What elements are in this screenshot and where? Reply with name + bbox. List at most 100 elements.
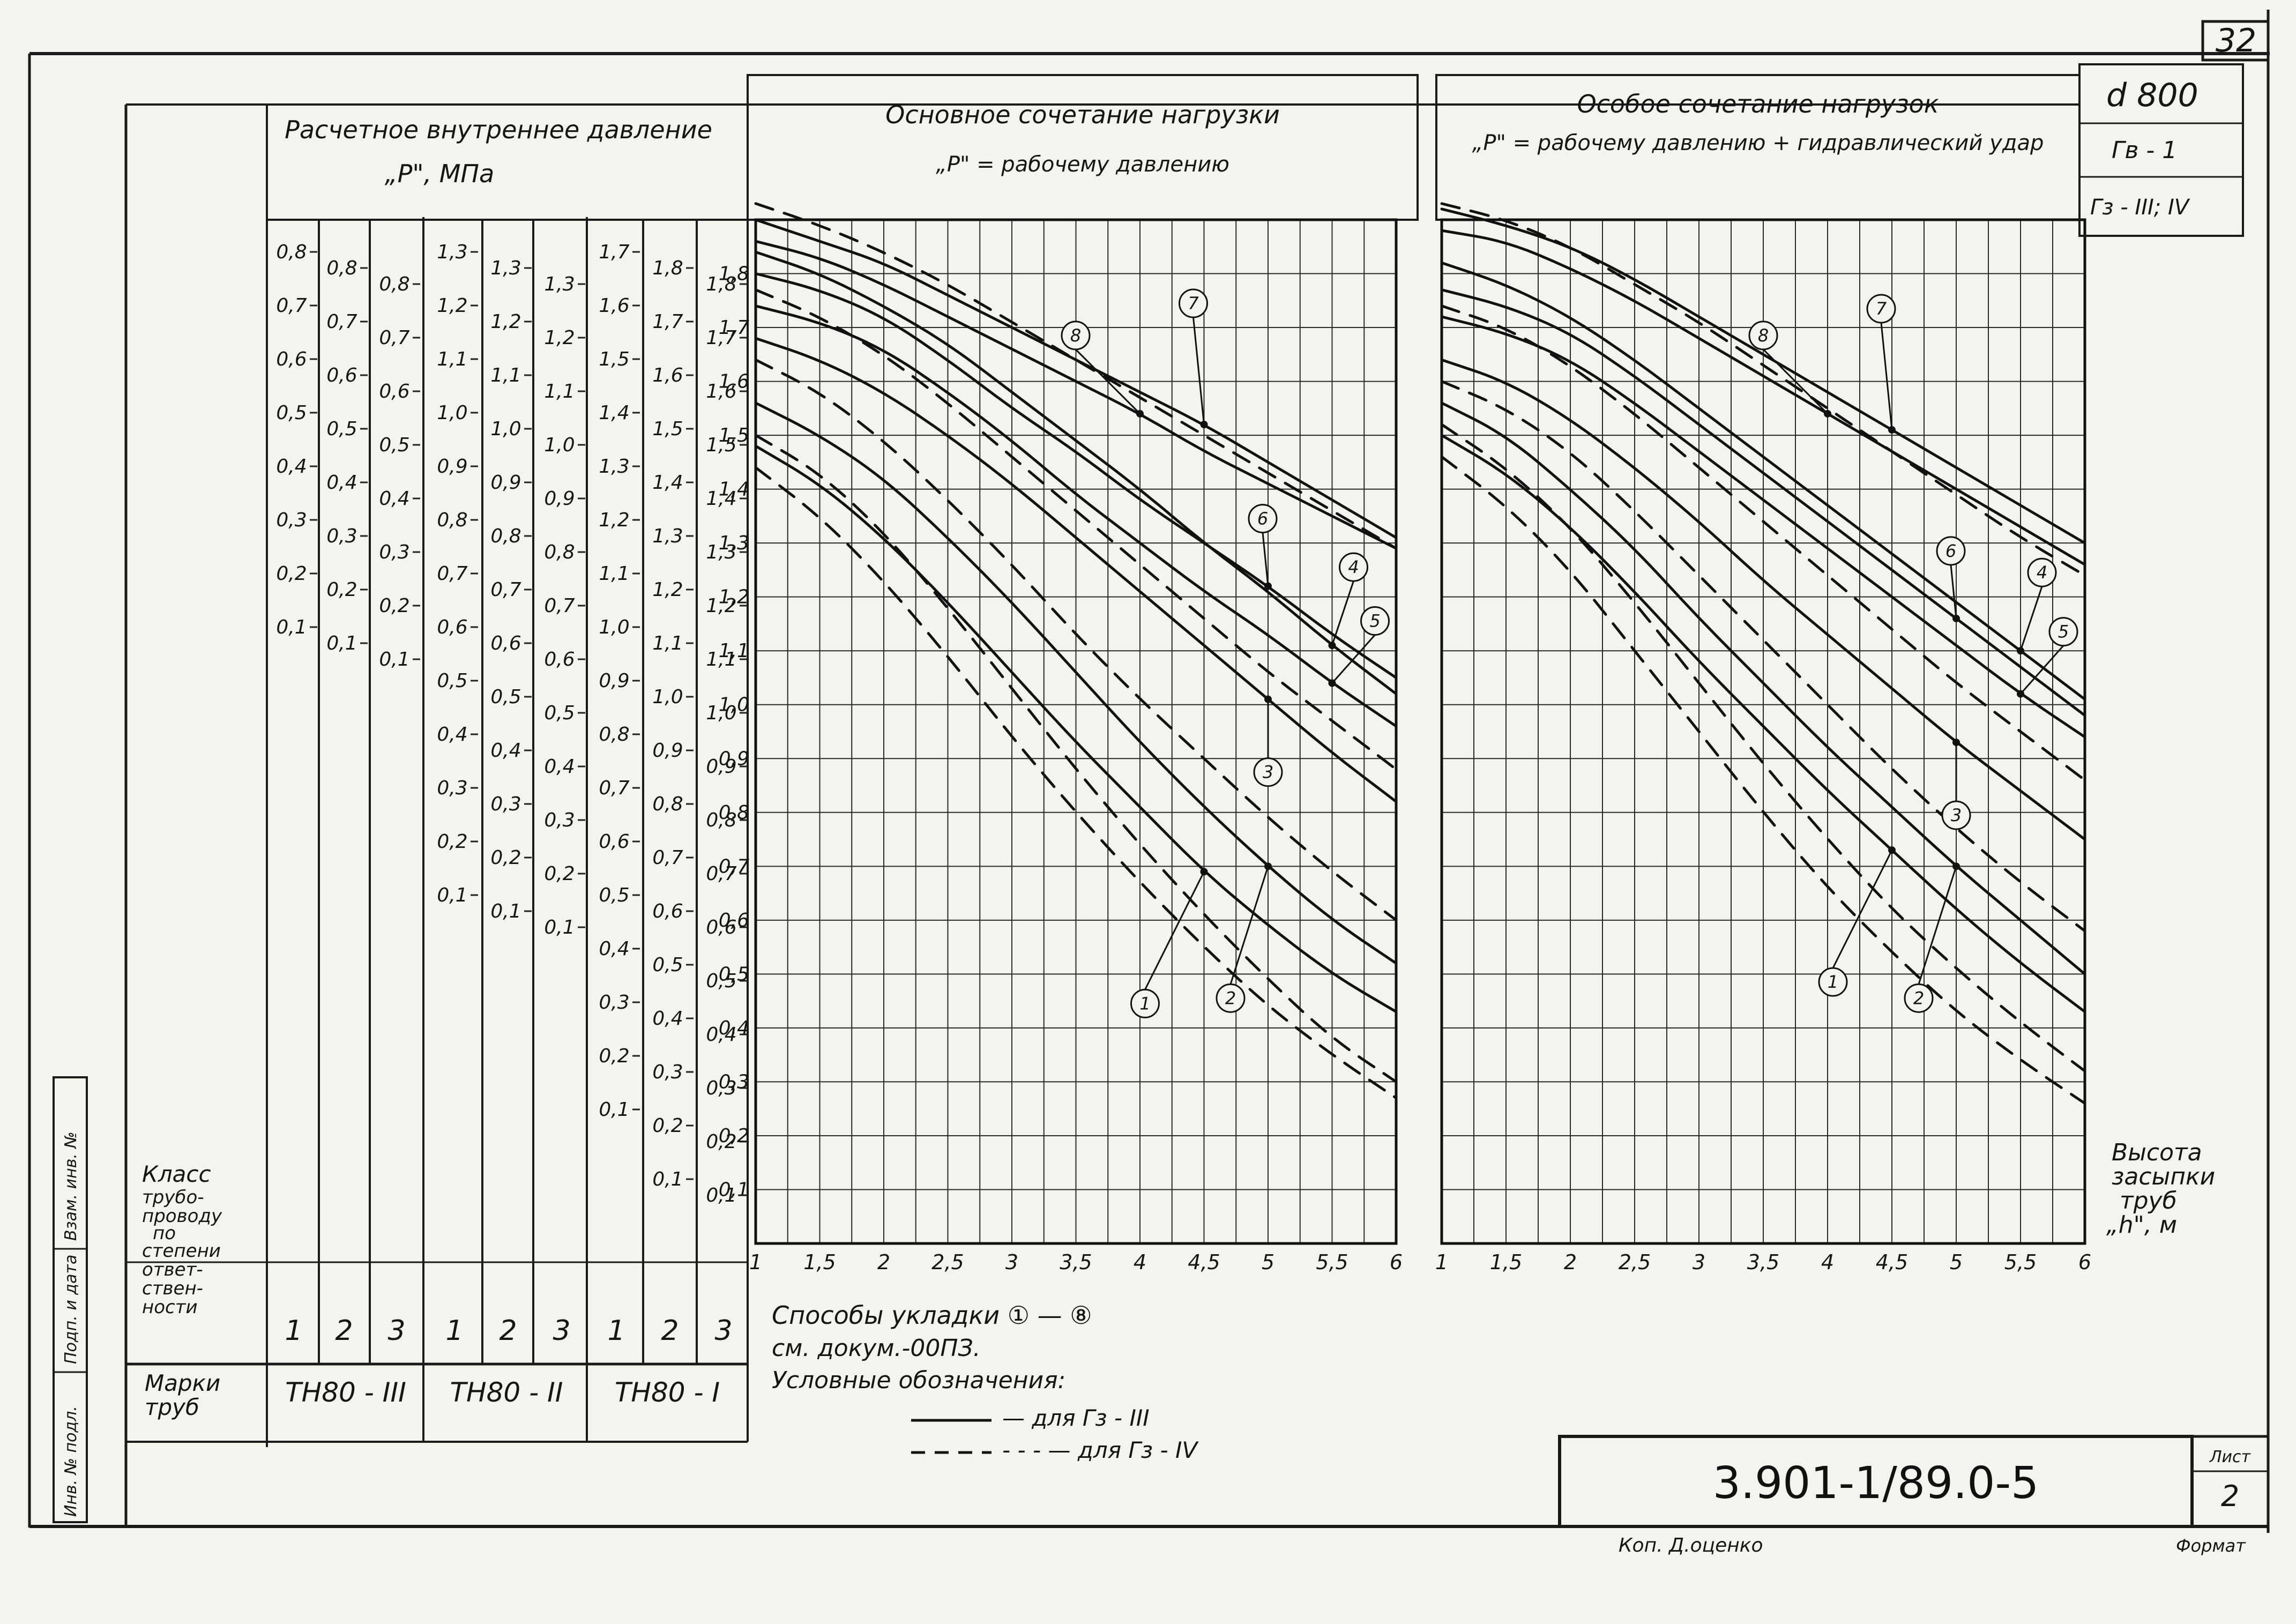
scale-tick-label: 0,1 [544, 917, 575, 938]
callout-label-7: 7 [1188, 293, 1199, 314]
scale-tick-label: 0,8 [652, 793, 683, 815]
scale-tick-label: 1,5 [706, 434, 736, 456]
page-number: 32 [2216, 22, 2256, 59]
x-tick-label: 6 [1390, 1250, 1403, 1274]
scale-tick-label: 0,1 [276, 616, 307, 638]
callout-circle-8 [1748, 321, 1778, 351]
scale-tick-label: 0,5 [437, 670, 467, 692]
scale-tick-label: 1,2 [437, 295, 467, 317]
scale-tick-label: 0,2 [490, 847, 521, 869]
series-lines [1440, 202, 2086, 1105]
left-table: Расчетное внутреннее давление „P", МПа 0… [126, 105, 749, 1447]
scale-tick-label: 0,3 [599, 992, 629, 1014]
callout-label-3: 3 [1951, 805, 1962, 825]
scale-tick-label: 1,2 [544, 327, 575, 349]
scale-tick-label: 0,6 [379, 381, 409, 403]
scale-tick-label: 1,3 [544, 273, 575, 295]
y-tick-label: 0,2 [719, 1125, 749, 1147]
series-line-2-solid [1440, 401, 2086, 975]
chart-main-title: Основное сочетание нагрузки [885, 100, 1280, 129]
document-code: 3.901-1/89.0-5 [1713, 1458, 2039, 1509]
callout-leader-5 [2019, 645, 2064, 695]
scale-tick-label: 1,1 [490, 364, 521, 386]
series-line-3-solid [754, 337, 1398, 803]
scale-tick-label: 1,2 [652, 579, 683, 601]
scale-tick-label: 0,2 [652, 1115, 683, 1137]
scale-tick-label: 1,0 [652, 686, 683, 708]
see-doc-note: см. докум.-00ПЗ. [772, 1335, 981, 1362]
series-line-6-solid [754, 272, 1398, 679]
callout-circle-7 [1866, 294, 1896, 324]
scale-tick-label: 1,4 [652, 472, 683, 494]
scale-tick-label: 1,2 [706, 595, 736, 617]
scale-tick-label: 0,2 [544, 863, 575, 885]
series-line-3-dashed [1440, 380, 2086, 933]
series-line-2-solid [754, 401, 1398, 965]
class-value: 1 [285, 1315, 302, 1347]
stamp-signature-label: Подп. и дата [62, 1255, 80, 1364]
scale-tick-label: 0,5 [326, 418, 357, 440]
scale-tick-label: 0,5 [706, 970, 736, 992]
scale-tick-label: 0,3 [326, 525, 357, 547]
x-tick-label: 3 [1693, 1250, 1705, 1274]
series-line-1-dashed [1440, 455, 2086, 1105]
callout-leader-8 [1762, 348, 1829, 414]
scale-tick-label: 0,1 [437, 884, 467, 906]
y-tick-label: 0,1 [719, 1179, 749, 1201]
scale-tick-label: 0,1 [652, 1168, 683, 1190]
x-tick-label: 5 [1262, 1250, 1274, 1274]
scale-tick-label: 1,1 [544, 381, 575, 403]
scale-tick-label: 1,7 [706, 327, 736, 349]
scale-tick-label: 1,1 [599, 563, 629, 585]
scale-tick-label: 0,8 [706, 809, 736, 831]
chart-special-title: Особое сочетание нагрузок [1577, 90, 1939, 118]
plot-grid [755, 219, 1397, 1244]
scale-tick-label: 0,7 [276, 295, 307, 317]
x-tick-label: 3,5 [1747, 1250, 1779, 1274]
scale-tick-label: 0,1 [326, 632, 357, 654]
scale-tick-label: 0,9 [544, 488, 575, 510]
spec-gz: Гз - III; IV [2090, 195, 2190, 220]
scale-tick-label: 0,5 [599, 884, 629, 906]
series-line-3-dashed [754, 358, 1398, 922]
scale-tick-label: 0,2 [276, 563, 307, 585]
scale-tick-label: 1,1 [437, 348, 467, 370]
series-callouts: 1 2 3 4 5 6 7 8 [1748, 294, 2078, 1013]
y-tick-label: 0,3 [719, 1071, 749, 1093]
x-tick-label: 3,5 [1060, 1250, 1092, 1274]
scale-tick-label: 0,8 [379, 273, 409, 295]
scale-tick-label: 0,9 [490, 472, 521, 494]
scale-tick-label: 0,9 [706, 756, 736, 778]
scale-tick-label: 0,5 [652, 954, 683, 976]
scale-tick-label: 0,3 [544, 809, 575, 831]
scale-tick-label: 1,0 [544, 434, 575, 456]
class-values: 1 2 3 1 2 3 1 2 3 [285, 1315, 732, 1347]
sheet-label: Лист [2209, 1448, 2252, 1466]
series-callouts: 1 2 3 4 5 6 7 8 [1061, 288, 1390, 1018]
callout-circle-2 [1216, 983, 1246, 1013]
callout-circle-5 [1360, 606, 1390, 636]
spec-box: d 800 Гв - 1 Гз - III; IV [2078, 63, 2244, 237]
x-tick-label: 1 [1435, 1250, 1448, 1274]
stamp-inv-label: Инв. № подл. [62, 1406, 80, 1517]
y-tick-label: 0,5 [719, 963, 749, 985]
scale-tick-label: 0,7 [706, 863, 736, 885]
chart-main-plot: 1 1,5 2 2,5 3 3,5 4 4,5 5 5,5 6 1,8 1,7 1,6 1,5 1,4 1,3 1… [719, 202, 1403, 1274]
callout-leader-2 [1229, 866, 1269, 985]
legend-solid: — для Гз - III [911, 1405, 1150, 1431]
xaxis-label-line1: Высота [2112, 1139, 2202, 1166]
scale-tick-label: 1,7 [599, 241, 629, 263]
y-tick-label: 1,1 [719, 640, 749, 662]
scale-tick-label: 0,7 [599, 777, 629, 799]
xaxis-label-line4: „h", м [2106, 1211, 2177, 1239]
scale-tick-label: 0,5 [544, 702, 575, 724]
pressure-scales: 0,80,70,60,50,40,30,20,10,80,70,60,50,40… [276, 241, 747, 1206]
title-block: 3.901-1/89.0-5 Лист 2 Коп. Д.оценко Форм… [1558, 1435, 2270, 1556]
callout-leader-1 [1144, 871, 1205, 990]
scale-tick-label: 0,4 [490, 740, 521, 762]
callout-circle-3 [1253, 757, 1283, 787]
scale-tick-label: 0,6 [652, 900, 683, 922]
class-value: 3 [553, 1315, 570, 1347]
callout-label-7: 7 [1876, 299, 1887, 319]
side-stamp: Инв. № подл. Подп. и дата Взам. инв. № [53, 1076, 88, 1523]
